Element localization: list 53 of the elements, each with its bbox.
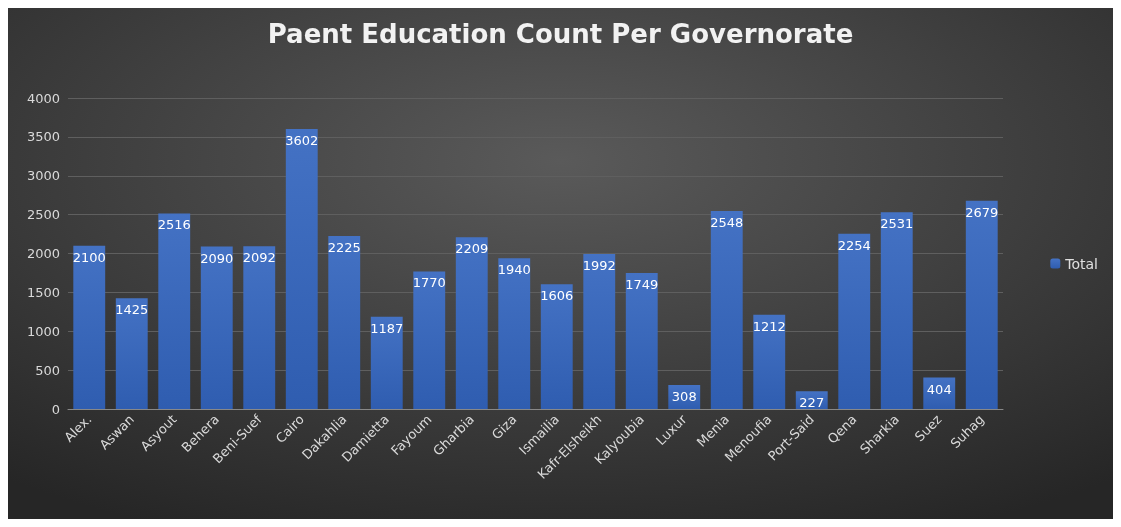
- data-label: 2209: [455, 241, 489, 257]
- bar: [498, 258, 531, 409]
- y-tick-label: 3500: [26, 129, 60, 145]
- data-label: 1749: [625, 277, 659, 293]
- y-tick-label: 2500: [26, 207, 60, 223]
- data-label: 1992: [582, 258, 616, 274]
- data-label: 1940: [497, 262, 531, 278]
- bar: [540, 284, 573, 409]
- bar: [243, 246, 276, 409]
- bar: [413, 271, 446, 409]
- y-tick-label: 2000: [26, 246, 60, 261]
- bar: [455, 237, 488, 409]
- data-label: 2092: [242, 250, 276, 266]
- y-tick-label: 0: [51, 401, 60, 417]
- data-label: 2531: [880, 216, 914, 232]
- bar: [285, 128, 318, 409]
- data-label: 2100: [72, 249, 106, 265]
- bar: [625, 273, 658, 409]
- bar: [965, 200, 998, 409]
- data-label: 1425: [115, 302, 149, 318]
- data-label: 3602: [285, 132, 319, 148]
- legend-label: Total: [1064, 255, 1099, 272]
- data-label: 2516: [157, 217, 191, 233]
- bar: [115, 298, 148, 409]
- bar: [328, 236, 361, 409]
- bar: [73, 245, 106, 409]
- data-label: 2254: [837, 237, 871, 253]
- y-tick-label: 1000: [26, 323, 60, 339]
- bar: [370, 316, 403, 409]
- bar: [838, 233, 871, 409]
- data-label: 227: [799, 395, 825, 411]
- y-tick-label: 1500: [26, 284, 60, 300]
- y-tick-label: 3000: [26, 168, 60, 184]
- data-label: 2225: [327, 240, 361, 256]
- bar: [583, 254, 616, 409]
- bar: [158, 213, 191, 409]
- data-label: 1770: [412, 275, 446, 291]
- bar: [753, 314, 786, 409]
- data-label: 1187: [370, 320, 404, 336]
- data-label: 2548: [710, 214, 744, 230]
- bar: [710, 210, 743, 409]
- y-tick-label: 500: [35, 362, 60, 378]
- chart-title: Paent Education Count Per Governorate: [267, 19, 854, 49]
- data-label: 404: [926, 381, 952, 397]
- data-label: 1606: [540, 288, 574, 304]
- data-label: 1212: [752, 318, 786, 334]
- x-tick-label: Giza: [488, 411, 520, 443]
- data-label: 308: [671, 389, 697, 405]
- y-tick-label: 4000: [26, 90, 60, 106]
- data-label: 2679: [965, 204, 999, 220]
- bar: [880, 212, 913, 409]
- data-label: 2090: [200, 250, 234, 266]
- bar: [200, 246, 233, 409]
